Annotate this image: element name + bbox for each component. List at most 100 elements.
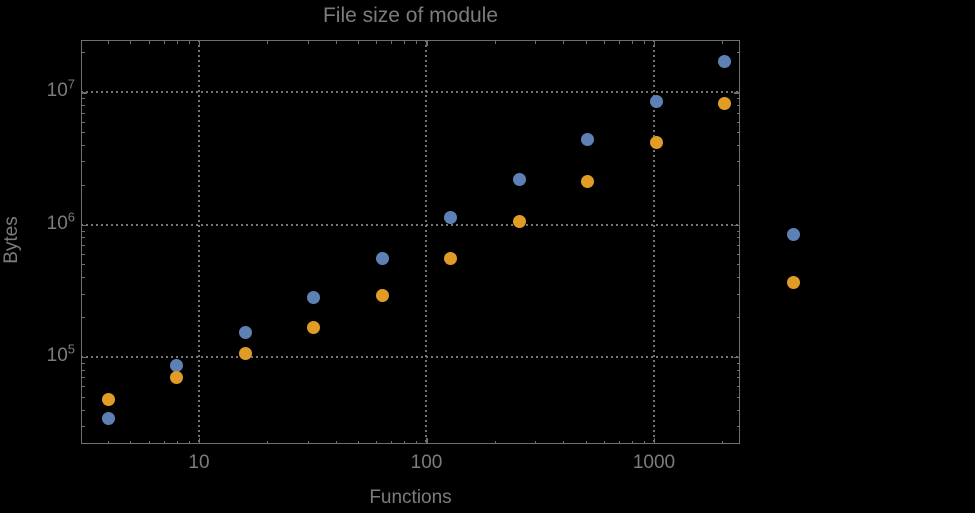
y-minor-tick (81, 237, 85, 239)
x-minor-tick-top (631, 40, 633, 44)
y-tick-exponent: 5 (67, 341, 75, 357)
x-minor-tick (494, 440, 496, 444)
x-minor-tick (722, 440, 724, 444)
y-minor-tick (81, 184, 85, 186)
y-minor-tick-right (736, 237, 740, 239)
y-minor-tick (81, 144, 85, 146)
x-major-tick-top (198, 40, 201, 46)
x-minor-tick-top (163, 40, 165, 44)
y-minor-tick-right (736, 363, 740, 365)
x-minor-tick-top (267, 40, 269, 44)
data-point-series-1-blue (581, 132, 595, 146)
y-gridline (81, 223, 740, 226)
y-major-tick (81, 356, 87, 359)
y-major-tick-right (734, 356, 740, 359)
data-point-series-1-blue (786, 228, 800, 242)
y-tick-exponent: 6 (67, 209, 75, 225)
y-tick-mantissa: 10 (46, 212, 68, 234)
x-minor-tick (535, 440, 537, 444)
x-minor-tick (108, 440, 110, 444)
plot-frame (81, 40, 740, 444)
chart-title: File size of module (322, 4, 499, 27)
data-point-series-2-orange (786, 276, 800, 290)
x-minor-tick (163, 440, 165, 444)
data-point-series-2-orange (307, 320, 321, 334)
y-minor-tick (81, 317, 85, 319)
data-point-series-2-orange (238, 347, 252, 361)
y-minor-tick (81, 264, 85, 266)
data-point-series-1-blue (101, 412, 115, 426)
x-major-tick (653, 438, 656, 444)
x-minor-tick-top (391, 40, 393, 44)
data-point-series-1-blue (375, 251, 389, 265)
y-major-tick-right (734, 92, 740, 94)
y-minor-tick-right (736, 409, 740, 411)
y-minor-tick (81, 132, 85, 134)
x-minor-tick-top (585, 40, 587, 44)
y-minor-tick (81, 52, 85, 54)
y-tick-label: 105 (28, 342, 75, 370)
x-tick-label: 100 (410, 452, 443, 473)
y-minor-tick-right (736, 132, 740, 134)
x-minor-tick-top (722, 40, 724, 44)
y-tick-label: 106 (28, 210, 75, 238)
y-minor-tick-right (736, 121, 740, 123)
y-minor-tick (81, 121, 85, 123)
x-minor-tick (618, 440, 620, 444)
x-minor-tick (391, 440, 393, 444)
data-point-series-2-orange (649, 136, 663, 150)
y-minor-tick-right (736, 377, 740, 379)
x-minor-tick (148, 440, 150, 444)
x-minor-tick-top (108, 40, 110, 44)
y-gridline (81, 91, 740, 94)
data-point-series-1-blue (238, 326, 252, 340)
y-minor-tick-right (736, 386, 740, 388)
y-minor-tick-right (736, 105, 740, 107)
y-tick-mantissa: 10 (46, 344, 68, 366)
y-minor-tick-right (736, 144, 740, 146)
x-minor-tick-top (618, 40, 620, 44)
y-minor-tick-right (736, 317, 740, 319)
x-major-tick (198, 438, 201, 444)
x-minor-tick-top (563, 40, 565, 44)
x-minor-tick (335, 440, 337, 444)
x-minor-tick (603, 440, 605, 444)
x-gridline (425, 40, 428, 444)
data-point-series-2-orange (375, 288, 389, 302)
data-point-series-1-blue (170, 359, 184, 373)
x-minor-tick (416, 440, 418, 444)
x-gridline (652, 40, 655, 444)
y-minor-tick (81, 363, 85, 365)
y-minor-tick (81, 409, 85, 411)
y-tick-exponent: 7 (67, 76, 75, 92)
data-point-series-1-blue (718, 54, 732, 68)
x-minor-tick (631, 440, 633, 444)
y-minor-tick-right (736, 264, 740, 266)
x-minor-tick-top (357, 40, 359, 44)
x-major-tick (426, 438, 428, 444)
x-minor-tick (267, 440, 269, 444)
x-tick-label: 10 (188, 452, 210, 473)
x-minor-tick-top (307, 40, 309, 44)
y-tick-label: 107 (28, 77, 75, 105)
x-minor-tick-top (535, 40, 537, 44)
y-minor-tick (81, 245, 85, 247)
x-minor-tick-top (404, 40, 406, 44)
y-minor-tick-right (736, 52, 740, 54)
data-point-series-2-orange (581, 175, 595, 189)
x-axis-label: Functions (369, 487, 452, 508)
y-minor-tick-right (736, 253, 740, 255)
y-minor-tick (81, 277, 85, 279)
x-minor-tick-top (148, 40, 150, 44)
y-minor-tick-right (736, 396, 740, 398)
x-minor-tick-top (188, 40, 190, 44)
y-minor-tick (81, 253, 85, 255)
x-minor-tick (643, 440, 645, 444)
data-point-series-2-orange (101, 392, 115, 406)
x-minor-tick (130, 440, 132, 444)
x-gridline (197, 40, 200, 444)
y-minor-tick-right (736, 426, 740, 428)
data-point-series-2-orange (512, 215, 526, 229)
y-minor-tick (81, 377, 85, 379)
